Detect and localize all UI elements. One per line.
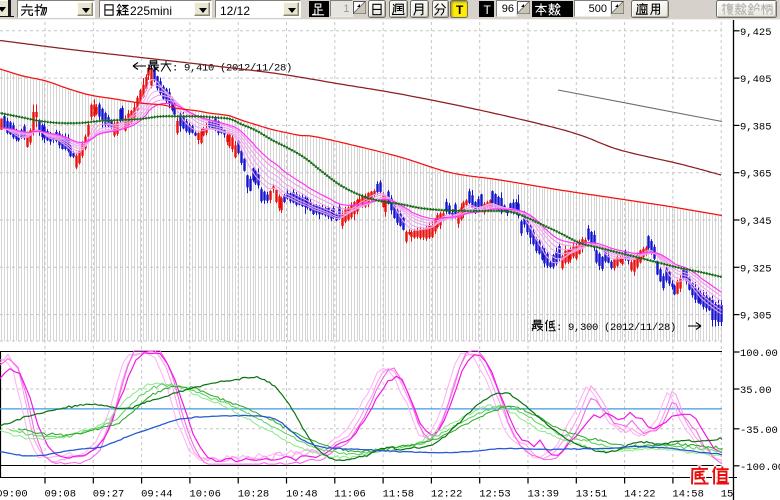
svg-text:12:22: 12:22 [431,489,463,500]
svg-text:11:06: 11:06 [334,489,366,500]
svg-text:09:08: 09:08 [45,489,77,500]
svg-text:9,325: 9,325 [740,263,772,275]
svg-text:10:06: 10:06 [189,489,221,500]
svg-text:13:39: 13:39 [528,489,560,500]
svg-text:09:00: 09:00 [0,489,28,500]
svg-text:14:22: 14:22 [624,489,656,500]
svg-text:: 9,300 (2012/11/28): : 9,300 (2012/11/28) [556,322,676,334]
svg-text:09:27: 09:27 [93,489,125,500]
svg-text:12:53: 12:53 [479,489,511,500]
svg-text:-35.00: -35.00 [740,425,778,437]
svg-text:9,345: 9,345 [740,216,772,228]
svg-text:9,425: 9,425 [740,27,772,39]
svg-text:14:58: 14:58 [672,489,704,500]
svg-text:9,305: 9,305 [740,311,772,323]
svg-text:9,385: 9,385 [740,121,772,133]
svg-text:09:44: 09:44 [141,489,173,500]
svg-text:11:58: 11:58 [383,489,415,500]
svg-text:35.00: 35.00 [740,385,772,397]
svg-text:100.00: 100.00 [740,348,778,360]
svg-text:15:1: 15:1 [721,489,746,500]
svg-text:9,365: 9,365 [740,169,772,181]
svg-text:9,405: 9,405 [740,74,772,86]
svg-text:10:48: 10:48 [286,489,318,500]
svg-text:10:28: 10:28 [238,489,270,500]
svg-text:13:51: 13:51 [576,489,608,500]
svg-text:-100.00: -100.00 [740,462,780,474]
